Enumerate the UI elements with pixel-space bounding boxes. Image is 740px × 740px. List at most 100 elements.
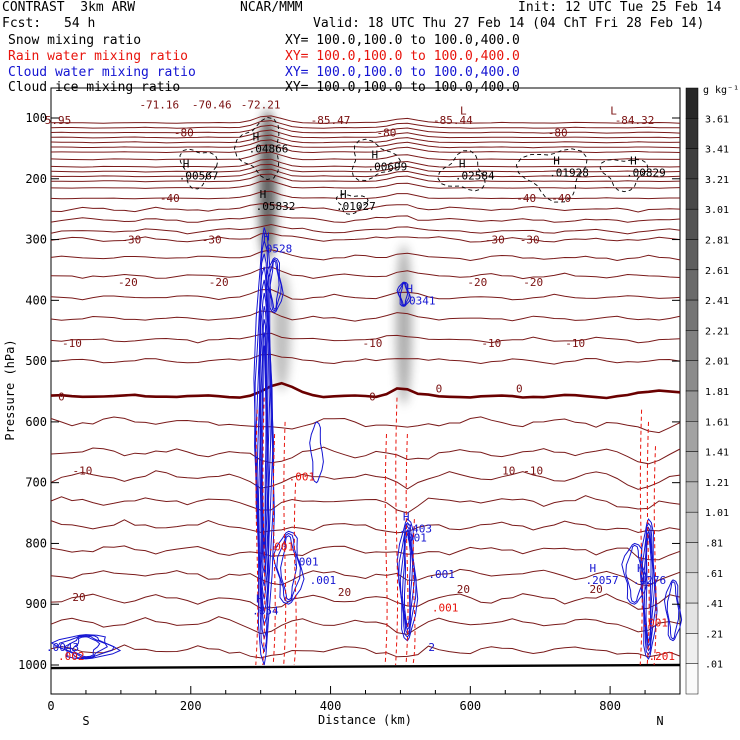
isotherm-line: [50, 519, 681, 534]
colorbar-swatch: [685, 239, 699, 271]
cloud-water-contour: [309, 421, 324, 484]
isotherm-label: -70.46: [192, 99, 232, 112]
extremum-label: H.00567: [179, 158, 219, 183]
field-rain-xy: XY= 100.0,100.0 to 100.0,400.0: [285, 49, 520, 64]
colorbar-level-label: 2.21: [705, 326, 729, 337]
isotherm-line: [50, 644, 681, 659]
cloud-water-contour: [71, 636, 101, 658]
colorbar-level-label: 1.41: [705, 448, 729, 459]
isotherm-line: [50, 129, 681, 139]
cloud-ice-contour: [437, 150, 486, 192]
isotherm-line: [50, 223, 681, 235]
extremum-label: H.05832: [256, 188, 296, 213]
extremum-label: H.654: [252, 592, 279, 617]
x-tick-label: 800: [599, 699, 621, 713]
rain-label: .201: [649, 650, 676, 663]
cloud-water-contour: [399, 283, 409, 306]
isotherm-line: [50, 416, 681, 434]
isotherm-label: -10: [523, 465, 543, 478]
isotherm-line: [50, 163, 681, 173]
isotherm-line: [50, 168, 681, 178]
extremum-label: H.01928: [549, 155, 589, 180]
cloud-water-contour: [280, 535, 298, 601]
rain-water-contour: [395, 397, 399, 666]
cloud-water-contour: [261, 345, 267, 547]
isotherm-label: -10: [481, 337, 501, 350]
extremum-marker: H: [256, 592, 263, 605]
cloud-water-contour: [666, 581, 680, 640]
x-tick-label: 400: [320, 699, 342, 713]
extremum-label: H.02584: [455, 158, 495, 183]
isotherm-label: 10: [502, 465, 515, 478]
isotherm-line: [50, 266, 681, 280]
isotherm-label: -85.44: [433, 114, 473, 127]
cloud-water-contour: [643, 530, 654, 648]
colorbar-swatch: [685, 390, 699, 422]
isotherm-label: -40: [551, 192, 571, 205]
colorbar-level-label: 1.21: [705, 478, 729, 489]
isotherm-line: [50, 158, 681, 168]
extremum-value: .04866: [249, 142, 289, 155]
extremum-value: .0043: [46, 641, 79, 654]
field-cloudwater-xy: XY= 100.0,100.0 to 100.0,400.0: [285, 65, 520, 80]
isotherm-label: -30: [202, 234, 222, 247]
rain-water-contour: [272, 433, 276, 666]
snow-shading-layer: [258, 109, 412, 405]
isotherm-line: [50, 545, 681, 561]
isotherm-line: [50, 203, 681, 213]
extremum-label: H.4276: [633, 562, 666, 587]
cloud-ice-contour: [179, 148, 219, 190]
colorbar: g kg⁻¹ 3.61 3.41 3.21 3.01 2.81 2.61 2.41 2.21 2.…: [685, 85, 739, 695]
extremum-value: .00829: [626, 167, 666, 180]
colorbar-level-label: 1.61: [705, 417, 729, 428]
colorbar-level-label: 2.61: [705, 266, 729, 277]
cloud-water-contour: [276, 532, 301, 603]
colorbar-level-label: .81: [705, 539, 723, 550]
rain-water-contour: [639, 409, 643, 666]
isotherm-line: [50, 288, 681, 301]
isotherm-label: -84.32: [615, 114, 655, 127]
extremum-value: .02584: [455, 170, 495, 183]
extremum-label: H.7403: [399, 510, 432, 535]
isotherm-label: -30: [121, 234, 141, 247]
extremum-label: H.04866: [249, 130, 289, 155]
field-snow-xy: XY= 100.0,100.0 to 100.0,400.0: [285, 33, 520, 48]
extremum-marker: H: [263, 231, 270, 244]
colorbar-swatch: [685, 511, 699, 543]
isotherm-line: [50, 190, 680, 200]
colorbar-swatch: [685, 87, 699, 119]
colorbar-level-label: 3.61: [705, 114, 729, 125]
rain-water-contour: [255, 409, 259, 666]
temperature-contours: [50, 115, 681, 670]
snow-plume-core: [258, 109, 277, 260]
valid-time: Valid: 18 UTC Thu 27 Feb 14 (04 ChT Fri …: [313, 16, 705, 31]
cloud-water-contour: [57, 634, 115, 659]
y-tick-label: 400: [25, 293, 47, 307]
y-tick-label: 600: [25, 415, 47, 429]
y-tick-label: 500: [25, 354, 47, 368]
isotherm-line: [50, 144, 681, 154]
colorbar-swatch: [685, 663, 699, 695]
isotherm-line: [50, 249, 681, 262]
extremum-label: .0043: [46, 641, 79, 654]
isotherm-line: [50, 120, 680, 129]
colorbar-swatch: [685, 451, 699, 483]
isotherm-label: 0: [436, 382, 443, 395]
freezing-level-line: [50, 381, 681, 400]
y-tick-label: 800: [25, 536, 47, 550]
extremum-value: .7403: [399, 522, 432, 535]
extremum-label: H.0341: [402, 282, 435, 307]
x-tick-label: 600: [459, 699, 481, 713]
cloud-water-contour: [267, 258, 282, 312]
cloud-water-contour: [621, 542, 648, 605]
isotherm-label: 20: [457, 583, 470, 596]
colorbar-swatch: [685, 421, 699, 452]
init-time: Init: 12 UTC Tue 25 Feb 14: [518, 0, 722, 15]
extremum-marker: H: [553, 155, 560, 168]
colorbar-swatch: [685, 633, 699, 664]
colorbar-level-label: .61: [705, 569, 723, 580]
cloud-water-label: .001: [400, 531, 427, 544]
cloud-water-label: .001: [428, 568, 455, 581]
y-tick-label: 700: [25, 476, 47, 490]
extremum-label: H.01027: [336, 188, 376, 213]
